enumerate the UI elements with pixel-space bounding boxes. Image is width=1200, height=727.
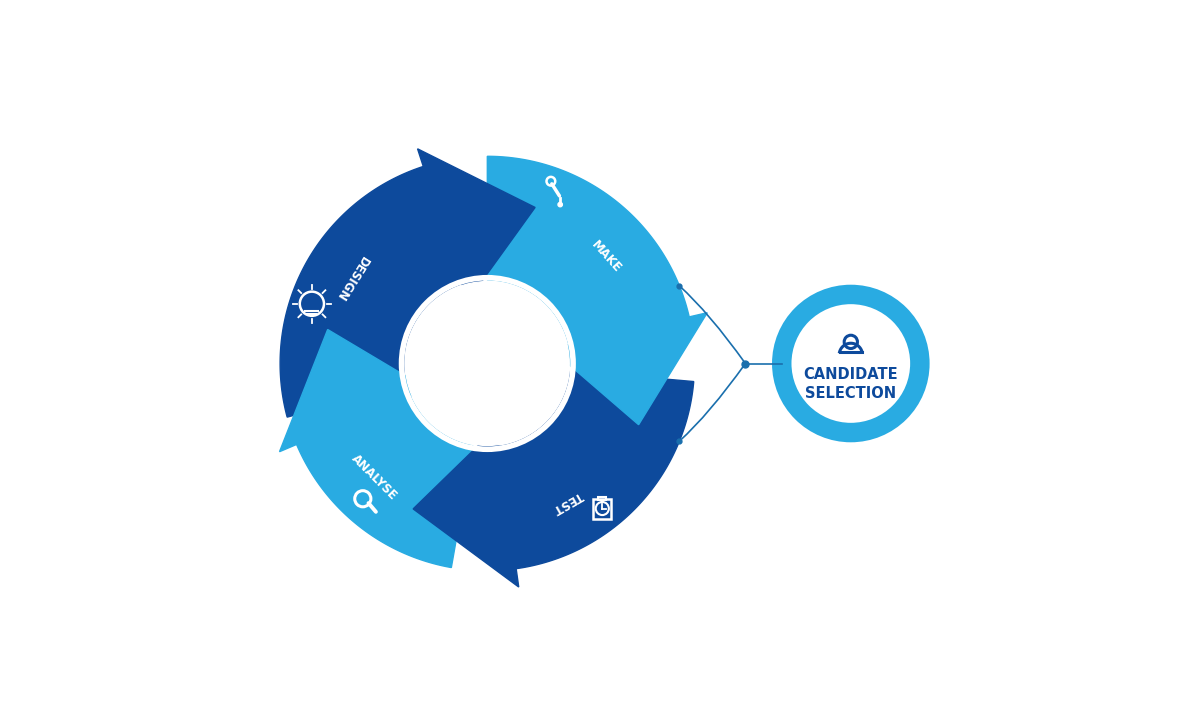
Polygon shape — [296, 396, 473, 568]
Bar — [599, 497, 606, 500]
Polygon shape — [413, 428, 518, 587]
Text: ANALYSE: ANALYSE — [349, 451, 400, 502]
Text: CANDIDATE
SELECTION: CANDIDATE SELECTION — [804, 366, 898, 401]
Polygon shape — [280, 329, 427, 451]
Polygon shape — [499, 371, 694, 569]
Polygon shape — [551, 313, 707, 425]
Text: MAKE: MAKE — [589, 238, 624, 275]
Polygon shape — [487, 156, 689, 345]
Circle shape — [794, 308, 907, 419]
Polygon shape — [418, 149, 535, 302]
Text: TEST: TEST — [550, 489, 584, 516]
Circle shape — [558, 202, 563, 206]
Bar — [593, 499, 612, 519]
Text: DESIGN: DESIGN — [332, 254, 371, 303]
Polygon shape — [280, 166, 462, 417]
Circle shape — [406, 281, 569, 446]
